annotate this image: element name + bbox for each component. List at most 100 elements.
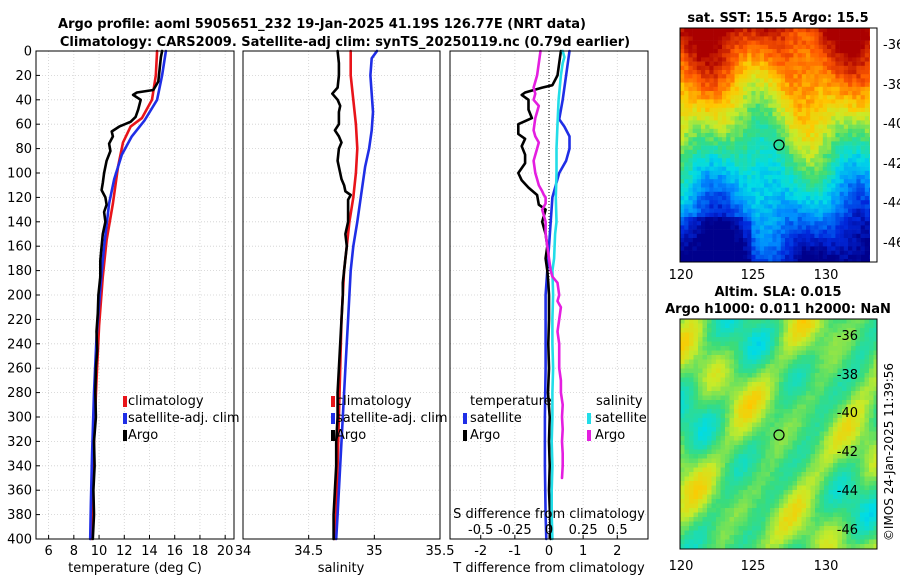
- sla-cell: [792, 355, 798, 360]
- sla-cell: [828, 517, 834, 522]
- sst-cell: [852, 57, 857, 62]
- sla-cell: [860, 355, 865, 360]
- y-tick-label: 100: [7, 167, 32, 182]
- sst-cell: [801, 175, 807, 180]
- sla-cell: [693, 328, 699, 333]
- sst-cell: [801, 137, 807, 142]
- sst-cell: [705, 200, 710, 205]
- sst-cell: [856, 225, 861, 230]
- sla-cell: [711, 332, 717, 338]
- sla-cell: [680, 418, 685, 423]
- sla-cell: [689, 526, 694, 531]
- sla-cell: [855, 427, 861, 432]
- sst-cell: [743, 162, 748, 167]
- sst-cell: [730, 166, 735, 172]
- series-line-s-satellite: [550, 49, 566, 541]
- sla-cell: [770, 440, 775, 446]
- sst-cell: [827, 175, 832, 180]
- sla-cell: [693, 499, 699, 504]
- sst-cell: [772, 36, 777, 41]
- sst-cell: [848, 78, 853, 83]
- sst-cell: [751, 82, 756, 88]
- sst-cell: [713, 116, 719, 121]
- sla-cell: [738, 481, 744, 486]
- sla-cell: [869, 458, 874, 464]
- sla-cell: [797, 494, 802, 500]
- sla-cell: [698, 427, 703, 432]
- sst-cell: [705, 183, 710, 188]
- x-tick-label: 12: [116, 544, 133, 559]
- sst-cell: [835, 112, 840, 117]
- sst-cell: [755, 40, 761, 46]
- sla-cell: [752, 350, 757, 356]
- sst-cell: [801, 158, 807, 163]
- sst-cell: [713, 250, 719, 256]
- sla-cell: [752, 445, 757, 450]
- sst-cell: [852, 196, 857, 201]
- series-line-t-satellite: [543, 49, 571, 541]
- sla-cell: [684, 319, 690, 324]
- sla-cell: [707, 476, 712, 482]
- sla-cell: [779, 377, 784, 383]
- sla-cell: [797, 409, 802, 414]
- sla-cell: [711, 463, 717, 468]
- sst-cell: [843, 141, 849, 146]
- sla-cell: [747, 386, 753, 392]
- sst-cell: [696, 242, 702, 247]
- sla-cell: [828, 404, 834, 410]
- sst-cell: [860, 57, 866, 62]
- sla-cell: [747, 463, 753, 468]
- sst-cell: [688, 246, 693, 251]
- sst-cell: [856, 124, 861, 130]
- sst-cell: [751, 120, 756, 125]
- sst-cell: [827, 124, 832, 130]
- sst-cell: [755, 175, 761, 180]
- sla-cell: [851, 355, 856, 360]
- sst-cell: [793, 250, 798, 256]
- sla-cell: [788, 341, 793, 347]
- sla-cell: [743, 404, 748, 410]
- sst-cell: [831, 208, 836, 214]
- sla-cell: [734, 413, 739, 419]
- sst-cell: [785, 212, 790, 218]
- sla-cell: [819, 413, 825, 419]
- sst-cell: [801, 74, 807, 79]
- sla-cell: [833, 485, 838, 491]
- sla-cell: [779, 391, 784, 396]
- sst-cell: [814, 242, 819, 247]
- sla-cell: [815, 436, 820, 441]
- sla-cell: [837, 355, 843, 360]
- sla-cell: [824, 490, 829, 495]
- sst-cell: [785, 238, 790, 243]
- sst-cell: [722, 221, 727, 226]
- sst-cell: [713, 141, 719, 146]
- sla-cell: [752, 409, 757, 414]
- sst-cell: [751, 170, 756, 176]
- sla-cell: [770, 409, 775, 414]
- sla-cell: [729, 355, 735, 360]
- sla-cell: [824, 377, 829, 383]
- sla-cell: [797, 373, 802, 378]
- sst-cell: [709, 103, 714, 109]
- sla-cell: [855, 503, 861, 509]
- sst-cell: [776, 191, 782, 197]
- sst-cell: [772, 191, 777, 197]
- sst-cell: [843, 36, 849, 41]
- sla-cell: [711, 476, 717, 482]
- sla-cell: [860, 440, 865, 446]
- sst-cell: [785, 65, 790, 71]
- sla-cell: [815, 377, 820, 383]
- sst-cell: [747, 212, 752, 218]
- sla-cell: [716, 499, 721, 504]
- x-tick-label: 0: [545, 544, 553, 559]
- sst-cell: [835, 116, 840, 121]
- sst-cell: [709, 246, 714, 251]
- sla-cell: [765, 359, 771, 365]
- sst-cell: [843, 124, 849, 130]
- sst-cell: [848, 246, 853, 251]
- sla-cell: [783, 373, 789, 378]
- sst-cell: [768, 238, 773, 243]
- sst-cell: [692, 225, 698, 230]
- sla-cell: [693, 391, 699, 396]
- sla-cell: [720, 332, 726, 338]
